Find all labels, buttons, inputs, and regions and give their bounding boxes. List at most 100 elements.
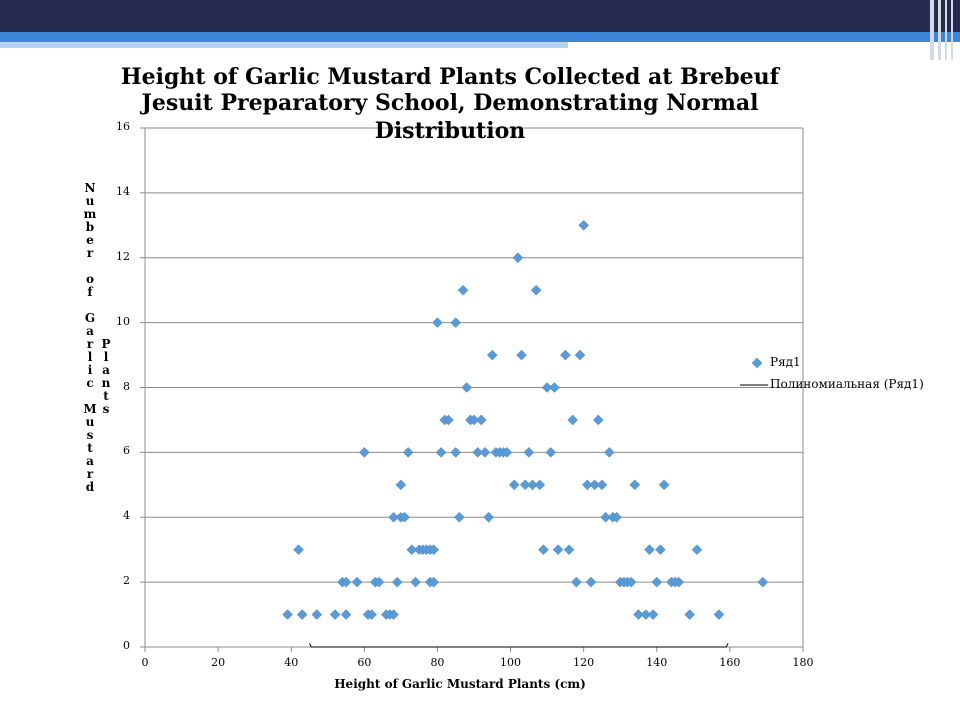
data-point [435,447,447,458]
data-point [399,511,410,523]
data-point [563,544,575,556]
banner-right-stripe [930,0,934,60]
data-point [512,252,524,264]
data-point [549,382,560,393]
data-point [388,511,399,523]
y-tick-label: 10 [116,314,130,328]
x-tick-label: 140 [646,656,668,669]
data-point [519,479,531,491]
scatter-points [282,219,769,620]
data-point [428,544,440,556]
data-point [655,544,666,556]
data-point [589,479,600,491]
data-point [534,479,546,491]
data-point [282,609,293,620]
x-tick-label: 40 [284,656,299,669]
y-tick-label: 4 [123,509,130,523]
banner-white-line [570,50,888,52]
data-point [757,576,769,588]
x-tick-label: 180 [792,656,814,669]
banner-light-strip [0,42,568,48]
y-tick-label: 6 [123,444,130,458]
data-point [629,479,641,491]
y-axis-label: P l a n t s [101,337,111,416]
data-point [311,609,323,620]
data-point [611,511,622,523]
data-point [603,447,615,458]
data-point [658,479,670,491]
banner-right-stripe [938,0,941,60]
legend-entry-label: Ряд1 [770,355,801,369]
data-point [530,284,542,296]
x-tick-label: 80 [430,656,445,669]
data-point [351,576,363,588]
data-point [450,447,462,458]
data-point [640,609,652,620]
y-tick-label: 16 [116,120,130,133]
data-point [388,609,399,620]
data-point [596,479,608,491]
polynomial-trendline [309,643,729,648]
data-point [410,576,421,588]
data-point [402,447,414,458]
legend-entry-label: Полиномиальная (Ряд1) [770,377,924,391]
data-point [574,349,586,361]
data-point [633,609,644,620]
data-point [468,414,480,426]
data-point [571,576,582,588]
y-axis-label: N u m b e r o f G a r l i c M u s t a r … [83,181,97,494]
data-point [560,349,571,361]
data-point [545,447,557,458]
data-point [479,447,491,458]
banner-right-stripe [951,0,953,60]
data-point [541,382,553,393]
data-point [600,511,611,523]
data-point [373,576,385,588]
data-point [651,576,663,588]
data-point [406,544,418,556]
legend-markers [740,357,768,386]
data-point [340,609,352,620]
y-tick-label: 12 [116,249,130,263]
data-point [713,609,725,620]
data-point [395,479,407,491]
data-point [450,317,462,328]
y-tick-label: 2 [123,574,130,588]
x-tick-label: 160 [719,656,741,669]
data-point [483,511,494,523]
data-point [625,576,637,588]
data-point [358,447,370,458]
data-point [472,447,484,458]
chart-title-line: Jesuit Preparatory School, Demonstrating… [141,90,759,116]
data-point [296,609,308,620]
data-point [644,544,655,556]
data-point [516,349,527,361]
data-point [366,609,377,620]
legend-marker-series [751,357,763,369]
data-point [578,219,590,231]
chart-title-line: Height of Garlic Mustard Plants Collecte… [120,64,780,90]
data-point [501,447,513,458]
gridlines [145,127,804,647]
data-point [428,576,440,588]
data-point [340,576,352,588]
slide-header-banner [0,0,960,60]
data-point [684,609,696,620]
data-point [592,414,604,426]
data-point [461,382,473,393]
data-point [293,544,304,556]
axes [140,127,804,652]
data-point [567,414,579,426]
data-point [443,414,454,426]
data-point [391,576,403,588]
y-tick-label: 14 [116,184,130,198]
data-point [647,609,659,620]
data-point [329,609,341,620]
data-point [538,544,549,556]
data-point [552,544,564,556]
data-point [475,414,487,426]
x-tick-label: 20 [211,656,226,669]
data-point [508,479,520,491]
data-point [523,447,535,458]
